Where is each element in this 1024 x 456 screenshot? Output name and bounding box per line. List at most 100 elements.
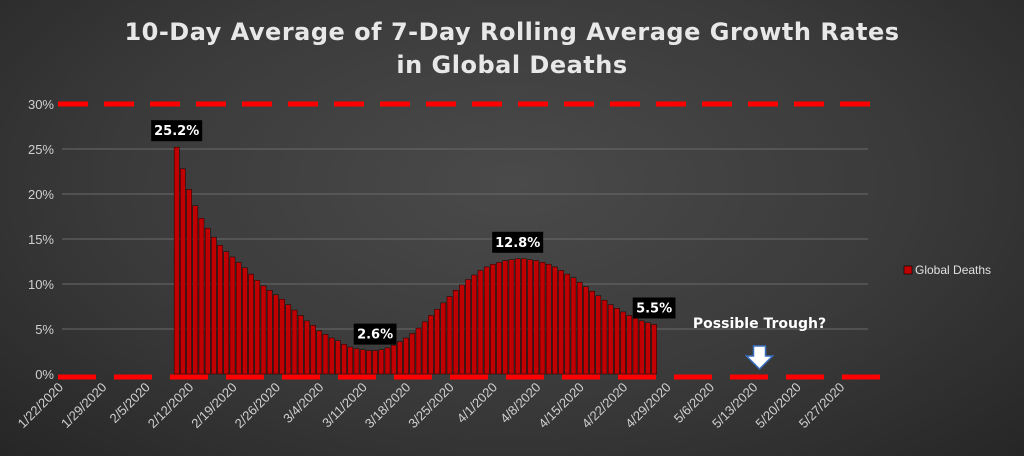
y-tick-label: 5% <box>35 322 54 337</box>
bar <box>384 347 391 375</box>
bar <box>508 259 515 375</box>
data-label: 2.6% <box>353 323 397 345</box>
bar <box>440 302 447 375</box>
bar <box>266 290 273 375</box>
data-label-box <box>353 323 397 345</box>
bar <box>533 260 540 375</box>
data-label-box <box>492 231 544 253</box>
bar <box>502 260 509 375</box>
bar <box>217 245 223 375</box>
bar <box>260 285 267 375</box>
bar <box>415 327 422 375</box>
data-label-text: 12.8% <box>495 236 540 251</box>
y-axis: 0% 5% 10% 15% 20% 25% 30% <box>28 97 54 382</box>
bar <box>223 251 230 375</box>
x-tick-label: 4/22/2020 <box>579 380 631 432</box>
bar <box>279 299 285 375</box>
bar <box>403 337 409 375</box>
bar <box>347 346 354 375</box>
bar <box>366 350 372 375</box>
chart-title-line-2: in Global Deaths <box>396 51 627 79</box>
bar <box>589 290 595 375</box>
data-label: 5.5% <box>632 297 676 319</box>
bar <box>390 344 397 375</box>
bar <box>229 256 236 375</box>
bars <box>173 146 657 375</box>
bar <box>353 348 360 375</box>
bar <box>254 280 261 375</box>
bar <box>607 304 614 375</box>
x-tick-label: 5/27/2020 <box>796 380 848 432</box>
data-label-text: 5.5% <box>636 302 672 317</box>
bar <box>273 294 279 375</box>
data-label-text: 2.6% <box>357 328 393 343</box>
bar <box>248 273 254 375</box>
bar <box>322 334 329 375</box>
y-tick-label: 0% <box>35 367 54 382</box>
annotation-text: Possible Trough? <box>693 316 826 332</box>
trough-annotation: Possible Trough? <box>693 316 826 371</box>
bar <box>378 349 385 375</box>
bar <box>595 295 602 375</box>
y-tick-label: 25% <box>28 142 54 157</box>
bar <box>558 270 564 375</box>
x-tick-label: 2/12/2020 <box>145 380 197 432</box>
bar <box>341 344 347 375</box>
y-tick-label: 10% <box>28 277 54 292</box>
x-tick-label: 1/22/2020 <box>15 380 67 432</box>
bar <box>409 333 416 375</box>
bar <box>359 349 366 375</box>
bar <box>304 320 310 375</box>
y-tick-label: 30% <box>28 97 54 112</box>
data-label: 25.2% <box>151 120 203 142</box>
bar <box>186 189 192 375</box>
x-tick-label: 2/19/2020 <box>188 380 240 432</box>
bar <box>645 322 651 375</box>
bar <box>651 324 657 375</box>
bar <box>576 281 583 375</box>
bar <box>446 296 453 375</box>
bar <box>614 308 620 375</box>
bar <box>372 350 378 375</box>
bar <box>285 304 292 375</box>
bar <box>235 262 242 375</box>
bar <box>601 299 608 375</box>
bar <box>527 259 533 375</box>
bar <box>626 315 633 375</box>
x-tick-label: 5/20/2020 <box>752 380 804 432</box>
data-labels: 25.2% 2.6% 12.8% 5.5% <box>151 120 676 345</box>
data-label-box <box>151 120 203 142</box>
x-tick-label: 1/29/2020 <box>58 380 110 432</box>
bar <box>328 337 335 375</box>
legend: Global Deaths <box>903 263 991 277</box>
data-label: 12.8% <box>492 231 544 253</box>
x-tick-label: 3/11/2020 <box>319 380 370 431</box>
y-tick-label: 15% <box>28 232 54 247</box>
bar <box>545 263 552 375</box>
x-axis: 1/22/20201/29/20202/5/20202/12/20202/19/… <box>15 380 848 432</box>
bar <box>465 279 471 375</box>
x-tick-label: 4/1/2020 <box>454 380 500 426</box>
x-tick-label: 4/15/2020 <box>535 380 587 432</box>
bar <box>583 286 589 375</box>
bar <box>490 263 496 375</box>
bar <box>620 311 626 375</box>
bar <box>397 341 403 375</box>
legend-swatch <box>903 265 913 275</box>
bar <box>211 236 217 375</box>
bar <box>638 320 645 375</box>
x-tick-label: 5/13/2020 <box>709 380 761 432</box>
bar <box>198 218 205 375</box>
x-tick-label: 3/18/2020 <box>362 380 414 432</box>
x-tick-label: 3/25/2020 <box>405 380 457 432</box>
bar <box>521 258 527 375</box>
y-tick-label: 20% <box>28 187 54 202</box>
down-arrow-icon <box>744 345 775 371</box>
bar <box>291 309 298 375</box>
bar <box>570 277 577 375</box>
bar <box>173 146 180 375</box>
bar <box>471 274 478 375</box>
bar <box>242 267 248 375</box>
